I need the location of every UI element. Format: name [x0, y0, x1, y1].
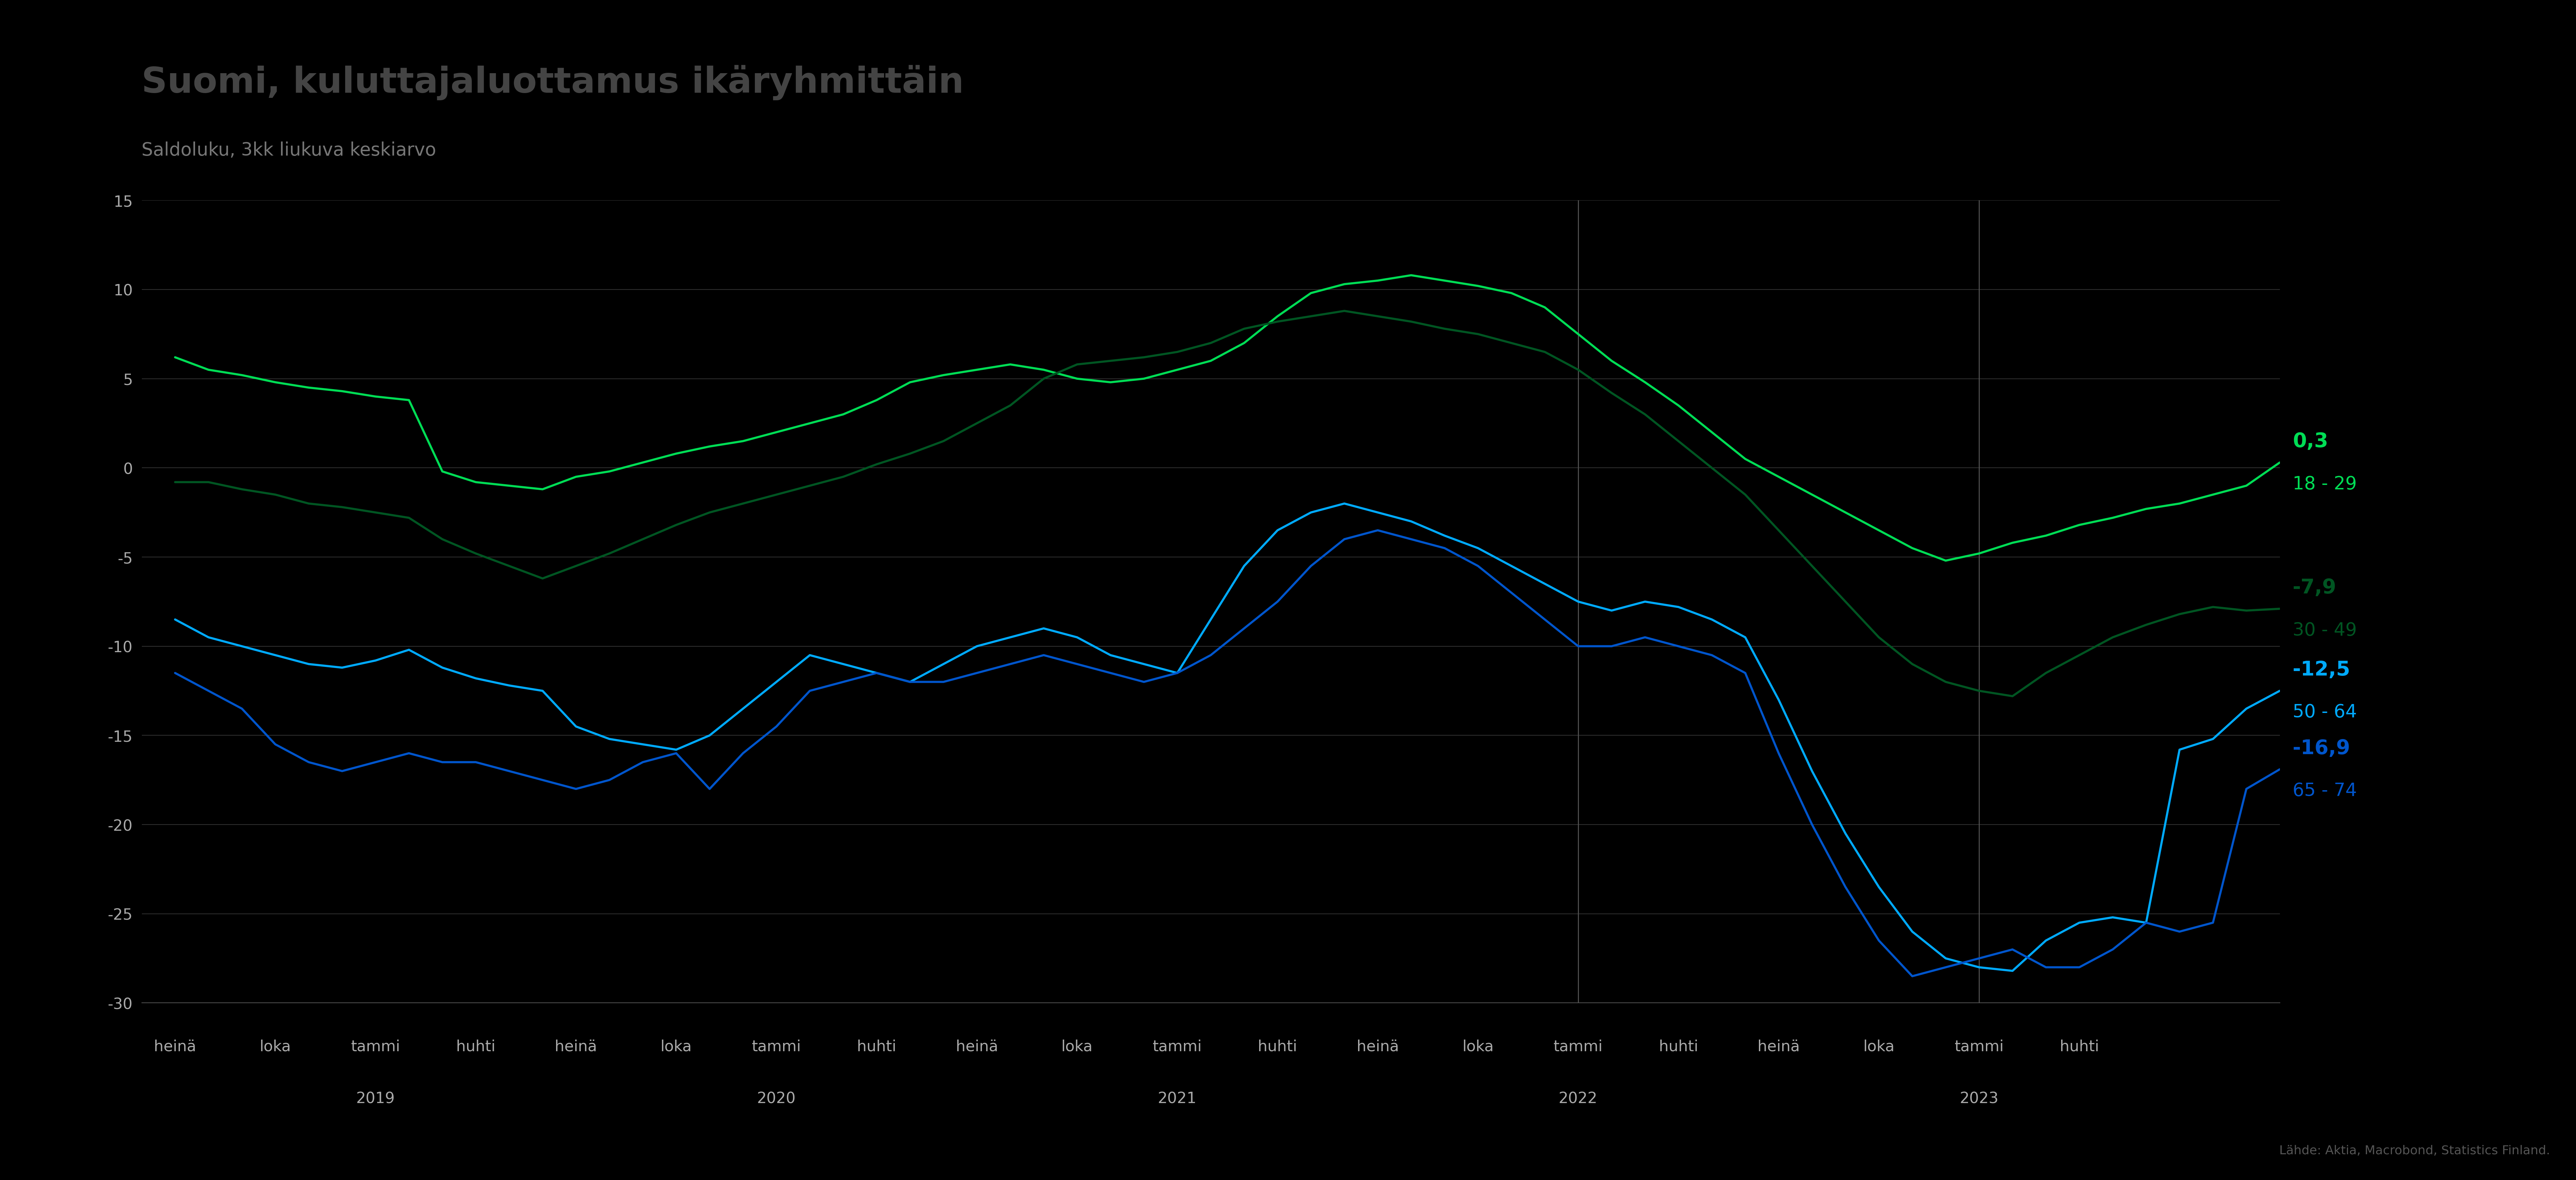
Text: 18 - 29: 18 - 29 — [2293, 476, 2357, 493]
Text: tammi: tammi — [752, 1040, 801, 1054]
Text: huhti: huhti — [1659, 1040, 1698, 1054]
Text: huhti: huhti — [1257, 1040, 1298, 1054]
Text: 2022: 2022 — [1558, 1092, 1597, 1106]
Text: loka: loka — [260, 1040, 291, 1054]
Text: -16,9: -16,9 — [2293, 739, 2349, 758]
Text: loka: loka — [1061, 1040, 1092, 1054]
Text: Suomi, kuluttajaluottamus ikäryhmittäin: Suomi, kuluttajaluottamus ikäryhmittäin — [142, 65, 963, 100]
Text: heinä: heinä — [554, 1040, 598, 1054]
Text: huhti: huhti — [2061, 1040, 2099, 1054]
Text: 2021: 2021 — [1157, 1092, 1198, 1106]
Text: heinä: heinä — [155, 1040, 196, 1054]
Text: loka: loka — [1463, 1040, 1494, 1054]
Text: tammi: tammi — [1151, 1040, 1203, 1054]
Text: huhti: huhti — [456, 1040, 495, 1054]
Text: huhti: huhti — [858, 1040, 896, 1054]
Text: 50 - 64: 50 - 64 — [2293, 703, 2357, 721]
Text: Lähde: Aktia, Macrobond, Statistics Finland.: Lähde: Aktia, Macrobond, Statistics Finl… — [2280, 1145, 2550, 1156]
Text: 2020: 2020 — [757, 1092, 796, 1106]
Text: heinä: heinä — [956, 1040, 997, 1054]
Text: 2019: 2019 — [355, 1092, 394, 1106]
Text: heinä: heinä — [1358, 1040, 1399, 1054]
Text: loka: loka — [659, 1040, 693, 1054]
Text: tammi: tammi — [1553, 1040, 1602, 1054]
Text: 0,3: 0,3 — [2293, 432, 2329, 451]
Text: 65 - 74: 65 - 74 — [2293, 781, 2357, 800]
Text: heinä: heinä — [1757, 1040, 1801, 1054]
Text: tammi: tammi — [1955, 1040, 2004, 1054]
Text: -7,9: -7,9 — [2293, 578, 2336, 597]
Text: Saldoluku, 3kk liukuva keskiarvo: Saldoluku, 3kk liukuva keskiarvo — [142, 142, 435, 159]
Text: -12,5: -12,5 — [2293, 660, 2349, 680]
Text: 2023: 2023 — [1960, 1092, 1999, 1106]
Text: 30 - 49: 30 - 49 — [2293, 621, 2357, 640]
Text: tammi: tammi — [350, 1040, 399, 1054]
Text: loka: loka — [1862, 1040, 1893, 1054]
